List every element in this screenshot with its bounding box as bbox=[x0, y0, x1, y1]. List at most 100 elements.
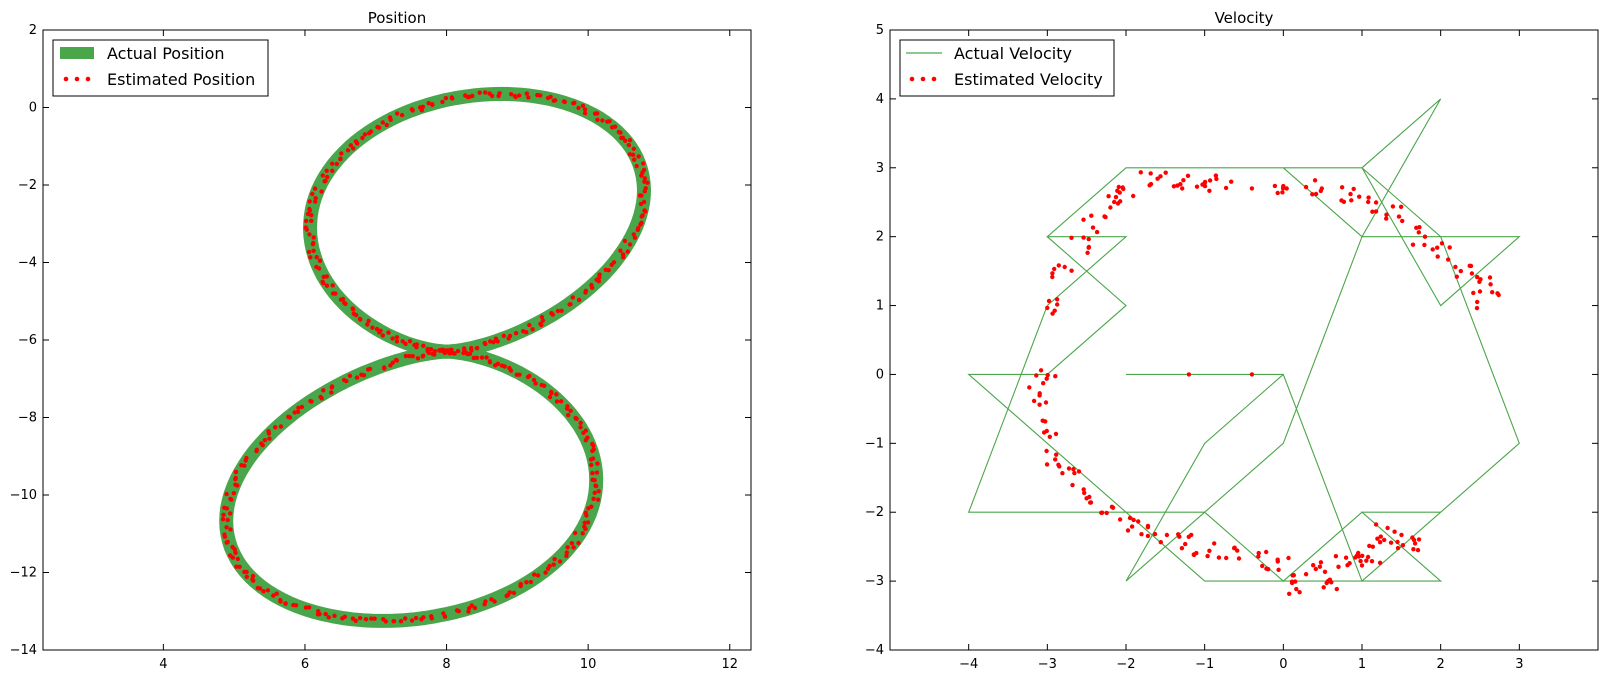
estimated-velocity-point bbox=[1060, 471, 1065, 476]
estimated-velocity-point bbox=[1313, 191, 1319, 197]
estimated-position-point bbox=[631, 146, 636, 151]
estimated-position-point bbox=[233, 469, 239, 475]
estimated-velocity-point bbox=[1422, 242, 1427, 248]
estimated-position-point bbox=[420, 104, 426, 110]
estimated-position-point bbox=[262, 438, 268, 443]
estimated-position-point bbox=[323, 178, 328, 184]
estimated-velocity-point bbox=[1155, 176, 1160, 181]
estimated-velocity-point bbox=[1050, 274, 1055, 280]
estimated-position-point bbox=[576, 297, 582, 303]
estimated-velocity-point bbox=[1430, 247, 1435, 252]
velocity-xtick-label: 3 bbox=[1515, 657, 1523, 672]
estimated-velocity-point bbox=[1072, 470, 1077, 476]
estimated-velocity-point bbox=[1333, 554, 1339, 559]
estimated-position-point bbox=[233, 482, 238, 487]
estimated-velocity-point bbox=[1410, 535, 1415, 540]
estimated-velocity-point bbox=[1207, 548, 1212, 553]
estimated-position-point bbox=[540, 318, 546, 323]
legend-label-actual-position: Actual Position bbox=[107, 44, 225, 63]
estimated-position-point bbox=[589, 462, 594, 468]
estimated-position-point bbox=[403, 616, 408, 621]
estimated-position-point bbox=[630, 152, 636, 157]
estimated-velocity-point bbox=[1321, 585, 1326, 590]
estimated-position-point bbox=[374, 326, 380, 332]
estimated-velocity-point bbox=[1205, 553, 1210, 559]
estimated-position-point bbox=[334, 161, 339, 167]
estimated-position-point bbox=[309, 218, 314, 223]
estimated-position-point bbox=[533, 381, 538, 386]
velocity-legend: Actual Velocity Estimated Velocity bbox=[899, 39, 1115, 97]
estimated-velocity-point bbox=[1412, 541, 1418, 546]
estimated-velocity-point bbox=[1180, 186, 1185, 191]
legend-label-estimated-velocity: Estimated Velocity bbox=[954, 70, 1103, 89]
estimated-position-point bbox=[325, 174, 330, 180]
estimated-velocity-point bbox=[1045, 372, 1050, 378]
estimated-position-point bbox=[531, 377, 537, 383]
estimated-position-point bbox=[403, 341, 408, 346]
estimated-position-point bbox=[267, 436, 272, 441]
estimated-position-point bbox=[330, 168, 335, 173]
estimated-velocity-point bbox=[1084, 496, 1089, 501]
estimated-position-point bbox=[606, 268, 611, 273]
estimated-position-point bbox=[482, 602, 487, 607]
velocity-ytick-label: 1 bbox=[876, 299, 884, 314]
estimated-velocity-point bbox=[1183, 541, 1188, 547]
estimated-velocity-point bbox=[1054, 452, 1059, 457]
estimated-position-point bbox=[354, 375, 360, 380]
estimated-position-point bbox=[407, 339, 413, 344]
estimated-velocity-point bbox=[1109, 504, 1115, 509]
estimated-velocity-point bbox=[1395, 545, 1401, 551]
estimated-velocity-point bbox=[1179, 546, 1185, 551]
estimated-position-point bbox=[307, 199, 312, 204]
estimated-position-point bbox=[622, 238, 628, 244]
estimated-velocity-point bbox=[1260, 563, 1265, 569]
velocity-ytick-label: 5 bbox=[876, 23, 884, 38]
estimated-velocity-point bbox=[1034, 373, 1039, 378]
position-ytick-label: −2 bbox=[18, 178, 37, 193]
estimated-position-point bbox=[627, 152, 632, 157]
estimated-position-point bbox=[497, 91, 502, 96]
estimated-velocity-point bbox=[1435, 245, 1440, 250]
estimated-velocity-point bbox=[1375, 536, 1380, 541]
estimated-position-point bbox=[228, 496, 233, 502]
estimated-velocity-point bbox=[1052, 308, 1057, 313]
estimated-position-point bbox=[421, 343, 426, 348]
position-ytick-label: −8 bbox=[18, 411, 37, 426]
estimated-position-point bbox=[326, 615, 331, 620]
estimated-position-point bbox=[329, 390, 334, 395]
estimated-position-point bbox=[369, 616, 374, 621]
estimated-velocity-point bbox=[1439, 241, 1445, 246]
estimated-position-point bbox=[361, 373, 367, 378]
estimated-position-point bbox=[554, 399, 560, 404]
estimated-position-point bbox=[509, 92, 514, 97]
estimated-position-point bbox=[353, 618, 358, 623]
estimated-position-point bbox=[398, 619, 404, 624]
estimated-position-point bbox=[580, 531, 585, 536]
estimated-position-point bbox=[495, 361, 501, 366]
estimated-position-point bbox=[564, 550, 569, 555]
estimated-position-point bbox=[278, 424, 284, 429]
estimated-position-point bbox=[467, 94, 472, 100]
estimated-position-point bbox=[551, 562, 556, 567]
estimated-position-point bbox=[616, 129, 621, 135]
estimated-velocity-point bbox=[1458, 268, 1464, 274]
estimated-position-point bbox=[357, 316, 363, 322]
estimated-position-point bbox=[640, 213, 645, 218]
estimated-velocity-point bbox=[1112, 199, 1117, 205]
estimated-position-point bbox=[430, 102, 435, 108]
estimated-position-point bbox=[321, 281, 326, 286]
estimated-velocity-point bbox=[1454, 274, 1460, 279]
velocity-xtick-label: 1 bbox=[1358, 657, 1366, 672]
estimated-velocity-point bbox=[1477, 279, 1482, 284]
estimated-position-point bbox=[303, 218, 309, 224]
estimated-velocity-point bbox=[1395, 539, 1400, 545]
estimated-position-point bbox=[565, 545, 570, 550]
estimated-velocity-point bbox=[1339, 198, 1344, 203]
estimated-position-point bbox=[595, 461, 600, 466]
estimated-position-point bbox=[527, 322, 532, 328]
estimated-velocity-point bbox=[1297, 590, 1302, 595]
estimated-velocity-point bbox=[1349, 198, 1354, 203]
estimated-velocity-point bbox=[1410, 242, 1416, 247]
estimated-velocity-point bbox=[1357, 194, 1362, 199]
estimated-position-point bbox=[467, 351, 473, 357]
